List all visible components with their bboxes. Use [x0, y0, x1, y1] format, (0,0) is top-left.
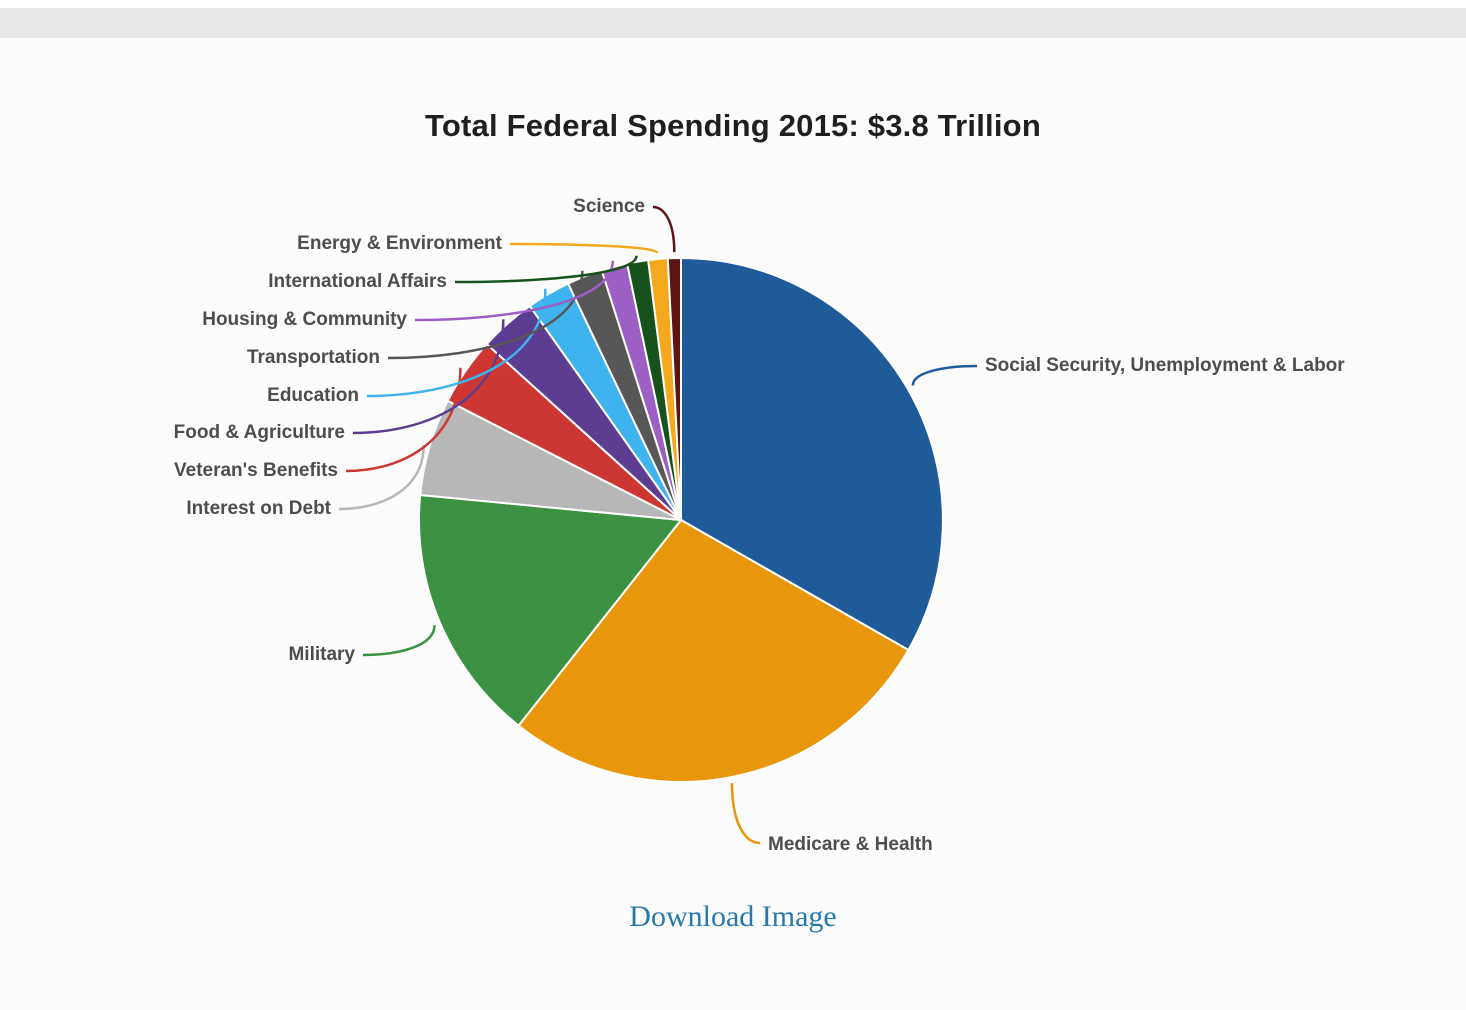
chart-title: Total Federal Spending 2015: $3.8 Trilli…: [425, 108, 1041, 143]
leader-line-housing-community: [414, 260, 615, 322]
slice-label-interest-on-debt: Interest on Debt: [186, 498, 331, 519]
pie-slice-military[interactable]: [418, 493, 683, 728]
leader-line-science: [652, 205, 676, 253]
leader-line-international-affairs: [454, 255, 638, 284]
slice-label-veterans-benefits: Veteran's Benefits: [174, 460, 338, 481]
slice-label-social-security: Social Security, Unemployment & Labor: [985, 355, 1345, 376]
slice-label-education: Education: [267, 385, 359, 406]
leader-line-energy-environment: [509, 242, 659, 255]
pie-slice-science[interactable]: [666, 256, 682, 521]
pie-slice-social-security-unemployment-labor[interactable]: [680, 256, 944, 652]
leader-line-medicare-health: [730, 783, 761, 845]
slice-label-housing-community: Housing & Community: [202, 309, 407, 330]
slice-label-science: Science: [573, 196, 645, 217]
leader-line-veteran-s-benefits: [345, 367, 462, 473]
pie-slice-medicare-health[interactable]: [517, 518, 910, 783]
leader-line-interest-on-debt: [338, 444, 425, 511]
leader-line-education: [366, 288, 547, 398]
slice-label-energy-environment: Energy & Environment: [297, 233, 502, 254]
leader-line-social-security-unemployment-labor: [911, 364, 978, 386]
slice-label-medicare-health: Medicare & Health: [768, 834, 933, 855]
slice-label-international-affairs: International Affairs: [268, 271, 447, 292]
slice-label-military: Military: [288, 644, 355, 665]
top-bar: [0, 8, 1466, 38]
leader-line-military: [362, 625, 436, 657]
leader-line-food-agriculture: [352, 319, 505, 435]
slice-label-transportation: Transportation: [246, 347, 380, 368]
slice-label-food-agriculture: Food & Agriculture: [173, 422, 345, 443]
leader-line-transportation: [387, 270, 584, 360]
download-image-link[interactable]: Download Image: [629, 900, 837, 933]
